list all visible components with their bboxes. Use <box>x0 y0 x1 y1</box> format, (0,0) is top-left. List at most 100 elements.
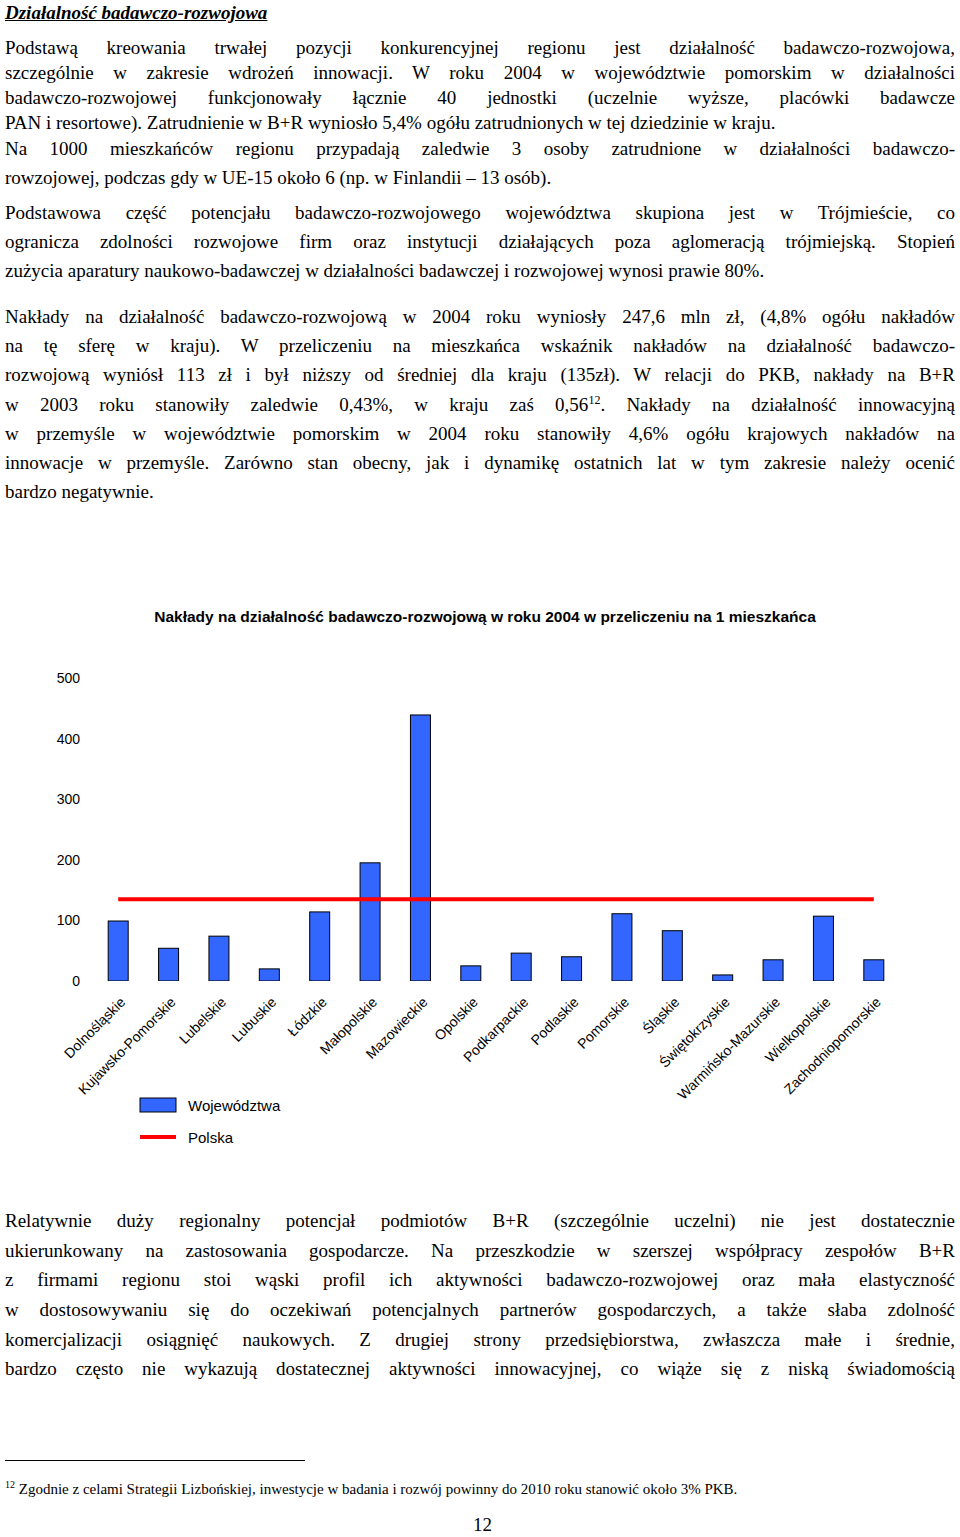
y-tick-label: 0 <box>72 973 80 989</box>
text-line: w dostosowywaniu się do oczekiwań potenc… <box>5 1295 955 1324</box>
text-run: rozwojową wyniósł 113 zł i był niższy od… <box>5 364 955 385</box>
text-line: ukierunkowany na zastosowania gospodarcz… <box>5 1236 955 1265</box>
page-number: 12 <box>0 1512 960 1537</box>
legend-label: Województwa <box>188 1097 281 1114</box>
text-line: Relatywnie duży regionalny potencjał pod… <box>5 1206 955 1235</box>
x-tick-label: Łódzkie <box>284 994 330 1040</box>
text-run: Na 1000 mieszkańców regionu przypadają z… <box>5 138 955 159</box>
bar <box>310 912 330 981</box>
text-line: bardzo często nie wykazują dostatecznej … <box>5 1354 955 1383</box>
bar <box>360 863 380 981</box>
bar <box>662 931 682 981</box>
x-tick-label: Śląskie <box>638 993 682 1037</box>
x-tick-label: Kujawsko-Pomorskie <box>75 994 179 1098</box>
text-run: innowacje w przemyśle. Zarówno stan obec… <box>5 452 955 473</box>
text-line: komercjalizacji osiągnięć naukowych. Z d… <box>5 1325 955 1354</box>
text-run: w dostosowywaniu się do oczekiwań potenc… <box>5 1299 955 1320</box>
text-run: na tę sferę w kraju). W przeliczeniu na … <box>5 335 955 356</box>
footnote-text: Zgodnie z celami Strategii Lizbońskiej, … <box>15 1481 737 1497</box>
text-line: Podstawą kreowania trwałej pozycji konku… <box>5 33 955 62</box>
bar <box>410 715 430 981</box>
x-tick-label: Warmińsko-Mazurskie <box>674 994 783 1103</box>
text-run: bardzo często nie wykazują dostatecznej … <box>5 1358 955 1379</box>
text-line: w przemyśle w województwie pomorskim w 2… <box>5 419 955 448</box>
heading: Działalność badawczo-rozwojowa <box>5 0 267 26</box>
text-line: szczególnie w zakresie wdrożeń innowacji… <box>5 58 955 87</box>
plot-area <box>108 715 884 981</box>
x-tick-label: Pomorskie <box>574 994 632 1052</box>
x-tick-label: Świętokrzyskie <box>655 993 733 1071</box>
text-run: . Nakłady na działalność innowacyjną <box>600 394 955 415</box>
text-run: Podstawą kreowania trwałej pozycji konku… <box>5 37 955 58</box>
chart: Nakłady na działalność badawczo-rozwojow… <box>0 0 960 1537</box>
text-run: Relatywnie duży regionalny potencjał pod… <box>5 1210 955 1231</box>
text-line: w 2003 roku stanowiły zaledwie 0,43%, w … <box>5 390 955 419</box>
text-run: szczególnie w zakresie wdrożeń innowacji… <box>5 62 955 83</box>
y-tick-label: 500 <box>57 670 81 686</box>
bar <box>813 916 833 981</box>
text-run: badawczo-rozwojowej funkcjonowały łączni… <box>5 87 955 108</box>
text-line: zużycia aparatury naukowo-badawczej w dz… <box>5 256 955 285</box>
text-line: bardzo negatywnie. <box>5 477 955 506</box>
y-tick-label: 100 <box>57 912 81 928</box>
x-tick-label: Dolnośląskie <box>61 994 129 1062</box>
legend-key <box>140 1098 176 1112</box>
legend-key <box>140 1135 176 1139</box>
y-tick-label: 200 <box>57 852 81 868</box>
text-run: w 2003 roku stanowiły zaledwie 0,43%, w … <box>5 394 955 415</box>
text-run: ukierunkowany na zastosowania gospodarcz… <box>5 1240 955 1261</box>
text-line: badawczo-rozwojowej funkcjonowały łączni… <box>5 83 955 112</box>
bar <box>562 957 582 981</box>
text-run: Podstawowa część potencjału badawczo-roz… <box>5 202 955 223</box>
y-tick-label: 300 <box>57 791 81 807</box>
x-tick-label: Opolskie <box>431 994 481 1044</box>
text-run: PAN i resortowe). Zatrudnienie w B+R wyn… <box>5 112 775 133</box>
text-run: w przemyśle w województwie pomorskim w 2… <box>5 423 955 444</box>
footnote-marker: 12 <box>5 1479 15 1490</box>
x-tick-label: Podkarpackie <box>460 994 531 1065</box>
reference-line <box>118 897 874 901</box>
text-line: na tę sferę w kraju). W przeliczeniu na … <box>5 331 955 360</box>
footnote-rule <box>5 1460 305 1461</box>
text-line: PAN i resortowe). Zatrudnienie w B+R wyn… <box>5 108 955 137</box>
x-tick-label: Mazowieckie <box>363 994 431 1062</box>
bar <box>713 975 733 981</box>
text-line: Nakłady na działalność badawczo-rozwojow… <box>5 302 955 331</box>
bar <box>612 914 632 981</box>
text-line: rowzojowej, podczas gdy w UE-15 około 6 … <box>5 163 955 192</box>
bar <box>209 936 229 981</box>
text-run: Nakłady na działalność badawczo-rozwojow… <box>5 306 955 327</box>
text-run: ogranicza zdolności rozwojowe firm oraz … <box>5 231 955 252</box>
footnote-ref: 12 <box>588 392 600 406</box>
text-line: innowacje w przemyśle. Zarówno stan obec… <box>5 448 955 477</box>
text-run: w 2003 roku stanowiły zaledwie 0,43%, w … <box>5 394 588 415</box>
bar <box>159 948 179 981</box>
bar <box>511 953 531 981</box>
text-run: rowzojowej, podczas gdy w UE-15 około 6 … <box>5 167 551 188</box>
bar <box>864 960 884 981</box>
x-tick-label: Małopolskie <box>317 994 381 1058</box>
text-line: rozwojową wyniósł 113 zł i był niższy od… <box>5 360 955 389</box>
text-run: komercjalizacji osiągnięć naukowych. Z d… <box>5 1329 955 1350</box>
y-tick-label: 400 <box>57 731 81 747</box>
text-line: z firmami regionu stoi wąski profil ich … <box>5 1265 955 1294</box>
text-line: ogranicza zdolności rozwojowe firm oraz … <box>5 227 955 256</box>
text-run: bardzo negatywnie. <box>5 481 154 502</box>
bar <box>259 969 279 981</box>
x-tick-label: Wielkopolskie <box>762 994 834 1066</box>
text-run: z firmami regionu stoi wąski profil ich … <box>5 1269 955 1290</box>
text-line: Podstawowa część potencjału badawczo-roz… <box>5 198 955 227</box>
bar <box>461 966 481 981</box>
x-tick-label: Podlaskie <box>527 994 581 1048</box>
legend-label: Polska <box>188 1129 234 1146</box>
x-tick-label: Zachodniopomorskie <box>781 994 884 1097</box>
bar <box>108 921 128 981</box>
bar <box>763 960 783 981</box>
chart-title: Nakłady na działalność badawczo-rozwojow… <box>154 608 816 625</box>
footnote: 12 Zgodnie z celami Strategii Lizbońskie… <box>5 1472 737 1502</box>
x-tick-label: Lubuskie <box>228 994 279 1045</box>
page: Działalność badawczo-rozwojowa Podstawą k… <box>0 0 960 1537</box>
text-line: Na 1000 mieszkańców regionu przypadają z… <box>5 134 955 163</box>
x-tick-label: Lubelskie <box>176 994 229 1047</box>
text-run: zużycia aparatury naukowo-badawczej w dz… <box>5 260 764 281</box>
